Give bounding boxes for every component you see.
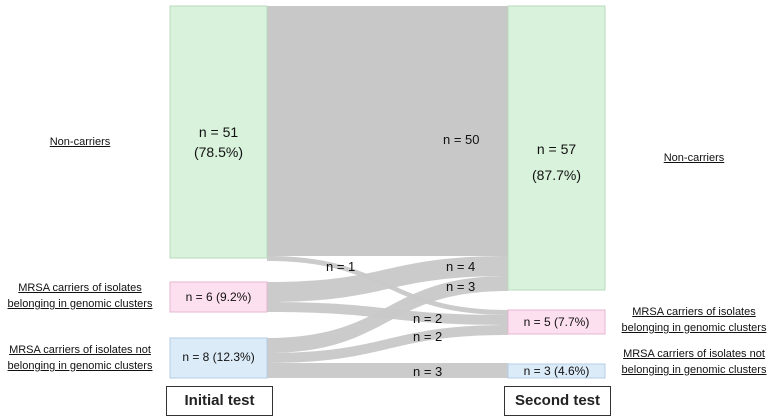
right-label-noncluster-line2: belonging in genomic clusters xyxy=(621,364,767,376)
flow-label-cluster-to-cluster: n = 2 xyxy=(413,311,442,326)
node-initial-noncluster xyxy=(169,337,268,379)
right-label-noncluster-line1: MRSA carriers of isolates not xyxy=(623,348,765,360)
second-noncluster-value: n = 3 (4.6%) xyxy=(523,364,590,378)
second-non-carriers-percent: (87.7%) xyxy=(531,167,582,183)
flow-label-nc-to-nc-text: n = 50 xyxy=(443,132,480,147)
flow-label-nc-to-nc: n = 50 xyxy=(443,132,480,147)
flow-label-cluster-to-nc: n = 4 xyxy=(446,259,475,274)
second-non-carriers-count: n = 57 xyxy=(536,141,577,157)
flow-noncarrier-to-noncarrier xyxy=(267,6,508,256)
flow-label-cluster-to-cluster-text: n = 2 xyxy=(413,311,443,326)
left-label-noncluster: MRSA carriers of isolates not belonging … xyxy=(0,342,160,374)
flow-label-noncluster-to-cluster-text: n = 2 xyxy=(413,329,443,344)
right-label-noncluster: MRSA carriers of isolates not belonging … xyxy=(614,346,774,378)
right-label-cluster-line1: MRSA carriers of isolates xyxy=(632,306,756,318)
initial-noncluster-value: n = 8 (12.3%) xyxy=(182,350,255,364)
flow-label-noncluster-to-noncluster: n = 3 xyxy=(413,364,442,379)
flow-label-noncluster-to-noncluster-text: n = 3 xyxy=(413,364,443,379)
right-label-non-carriers-text: Non-carriers xyxy=(663,152,725,164)
second-cluster-value: n = 5 (7.7%) xyxy=(523,315,590,329)
axis-second-test: Second test xyxy=(504,386,611,416)
node-second-non-carriers xyxy=(507,5,606,291)
axis-initial-test-text: Initial test xyxy=(184,392,255,409)
node-second-noncluster xyxy=(507,363,606,379)
flow-noncluster-to-noncarrier xyxy=(267,276,508,353)
left-label-cluster-line2: belonging in genomic clusters xyxy=(7,298,153,310)
right-label-cluster-line2: belonging in genomic clusters xyxy=(621,322,767,334)
left-label-noncluster-line1: MRSA carriers of isolates not xyxy=(9,344,151,356)
right-label-cluster: MRSA carriers of isolates belonging in g… xyxy=(614,304,774,336)
flow-label-cluster-to-nc-text: n = 4 xyxy=(446,259,476,274)
flow-cluster-to-noncarrier xyxy=(267,256,508,302)
initial-noncluster-text: n = 8 (12.3%) xyxy=(170,350,267,364)
initial-non-carriers-text: n = 51 (78.5%) xyxy=(170,122,267,162)
flow-label-nc-to-cluster-text: n = 1 xyxy=(326,259,356,274)
left-label-non-carriers-text: Non-carriers xyxy=(49,136,111,148)
initial-non-carriers-percent: (78.5%) xyxy=(193,144,244,160)
flow-noncluster-to-noncluster xyxy=(267,363,508,378)
second-cluster-text: n = 5 (7.7%) xyxy=(508,315,605,329)
axis-second-test-text: Second test xyxy=(514,392,601,409)
flow-label-nc-to-cluster: n = 1 xyxy=(326,259,355,274)
left-label-noncluster-line2: belonging in genomic clusters xyxy=(7,360,153,372)
initial-cluster-text: n = 6 (9.2%) xyxy=(170,290,267,304)
node-initial-non-carriers xyxy=(169,5,268,259)
initial-cluster-value: n = 6 (9.2%) xyxy=(185,290,252,304)
flow-label-noncluster-to-nc-text: n = 3 xyxy=(446,279,476,294)
left-label-cluster: MRSA carriers of isolates belonging in g… xyxy=(0,280,160,312)
second-noncluster-text: n = 3 (4.6%) xyxy=(508,364,605,378)
flow-label-noncluster-to-nc: n = 3 xyxy=(446,279,475,294)
axis-initial-test: Initial test xyxy=(166,386,273,416)
node-initial-cluster xyxy=(169,281,268,313)
left-label-non-carriers: Non-carriers xyxy=(0,134,160,150)
flow-noncluster-to-cluster xyxy=(267,325,508,363)
initial-non-carriers-count: n = 51 xyxy=(198,124,239,140)
second-non-carriers-text: n = 57 (87.7%) xyxy=(508,136,605,188)
flow-label-noncluster-to-cluster: n = 2 xyxy=(413,329,442,344)
left-label-cluster-line1: MRSA carriers of isolates xyxy=(18,282,142,294)
node-second-cluster xyxy=(507,309,606,335)
right-label-non-carriers: Non-carriers xyxy=(614,150,774,166)
